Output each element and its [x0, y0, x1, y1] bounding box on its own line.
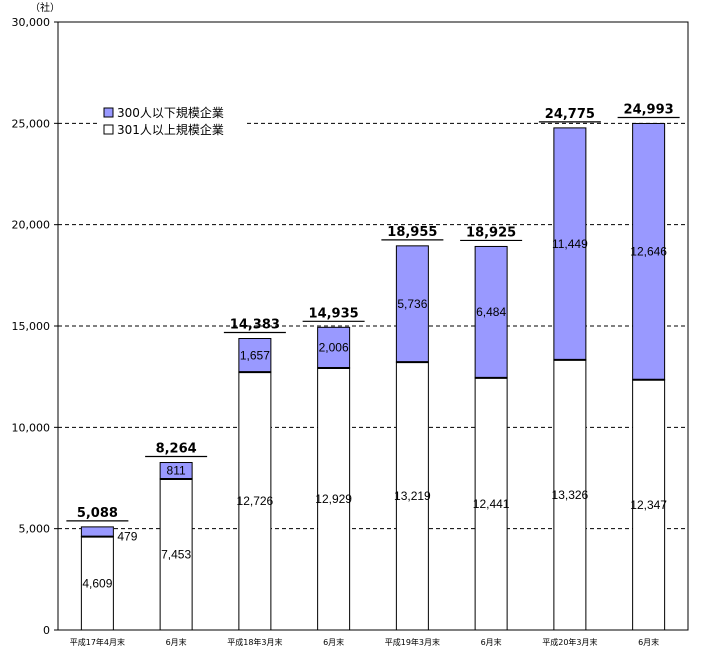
data-label-small-firms: 6,484 — [476, 305, 506, 319]
total-label: 14,383 — [230, 318, 280, 333]
total-label: 8,264 — [156, 442, 197, 457]
legend: 300人以下規模企業 301人以上規模企業 — [100, 103, 245, 138]
data-label-large-firms: 13,219 — [394, 489, 431, 503]
total-label: 24,775 — [545, 107, 595, 122]
x-tick-label: 平成17年4月末 — [70, 637, 125, 647]
bar-segment-small-firms — [474, 245, 508, 379]
data-label-small-firms: 2,006 — [319, 341, 349, 355]
bar-segment-large-firms — [80, 536, 114, 631]
legend-label-small-firms: 300人以下規模企業 — [117, 105, 224, 120]
total-label: 24,993 — [624, 102, 674, 117]
legend-swatch-small-firms — [103, 107, 114, 118]
axes: 0 5,000 10,000 15,000 20,000 25,000 30,000 平成17… — [12, 16, 689, 647]
y-tick-label: 15,000 — [12, 320, 51, 333]
bar-segment-small-firms — [395, 245, 429, 363]
data-label-small-firms: 479 — [117, 530, 137, 544]
x-tick-label: 6月末 — [323, 637, 344, 647]
data-label-large-firms: 12,726 — [237, 494, 274, 508]
data-label-small-firms: 11,449 — [552, 237, 588, 251]
bar-segment-small-firms — [553, 127, 587, 361]
bar-segment-large-firms — [395, 361, 429, 631]
grid-lines — [58, 122, 688, 530]
x-tick-label: 平成18年3月末 — [227, 637, 282, 647]
bar-segment-small-firms — [80, 526, 114, 538]
legend-swatch-large-firms — [103, 124, 114, 135]
bar-segment-large-firms — [159, 478, 193, 631]
x-tick-label: 平成20年3月末 — [542, 637, 597, 647]
y-tick-label: 10,000 — [12, 421, 51, 434]
bar-segment-large-firms — [474, 377, 508, 631]
y-tick-label: 20,000 — [12, 219, 51, 232]
y-axis-unit-label: （社） — [30, 1, 60, 14]
total-label: 18,925 — [466, 225, 516, 240]
y-tick-label: 0 — [43, 624, 50, 637]
legend-label-large-firms: 301人以上規模企業 — [117, 122, 224, 137]
y-tick-label: 25,000 — [12, 117, 51, 130]
total-label: 18,955 — [387, 225, 437, 240]
data-label-large-firms: 12,441 — [473, 497, 510, 511]
bars-layer — [80, 122, 666, 631]
x-tick-label: 6月末 — [638, 637, 659, 647]
bar-segment-small-firms — [317, 326, 351, 369]
data-label-large-firms: 13,326 — [552, 488, 589, 502]
data-label-small-firms: 811 — [167, 464, 186, 478]
bar-segment-large-firms — [553, 359, 587, 631]
data-label-large-firms: 4,609 — [82, 576, 112, 590]
data-label-small-firms: 12,646 — [630, 245, 667, 259]
y-tick-label: 5,000 — [19, 523, 51, 536]
x-tick-label: 平成19年3月末 — [385, 637, 440, 647]
data-label-small-firms: 1,657 — [240, 348, 270, 362]
data-label-large-firms: 12,929 — [315, 492, 352, 506]
data-label-small-firms: 5,736 — [397, 297, 427, 311]
y-tick-label: 30,000 — [12, 16, 51, 29]
bar-segment-small-firms — [632, 122, 666, 381]
bar-segment-large-firms — [317, 367, 351, 631]
x-tick-label: 6月末 — [166, 637, 187, 647]
x-tick-label: 6月末 — [481, 637, 502, 647]
labels-layer: 4,609 479 5,088 7,453 811 8,264 12,726 1,657 14,… — [66, 102, 680, 590]
legend-box — [100, 103, 245, 138]
total-label: 14,935 — [309, 306, 359, 321]
total-label: 5,088 — [77, 506, 118, 521]
data-label-large-firms: 7,453 — [161, 547, 191, 561]
data-label-large-firms: 12,347 — [630, 498, 667, 512]
